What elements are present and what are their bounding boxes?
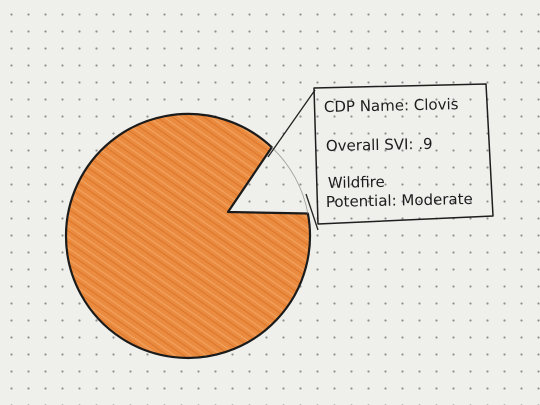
- pie-slice-remainder: [272, 147, 308, 213]
- callout-line-wildfire: Wildfire: [328, 173, 385, 192]
- callout-line-potential: Potential: Moderate: [326, 190, 473, 211]
- callout: CDP Name: Clovis Overall SVI: .9 Wildfir…: [268, 84, 493, 230]
- pie-slice-svi: [66, 114, 310, 358]
- callout-line-cdp-name: CDP Name: Clovis: [324, 95, 459, 116]
- callout-line-overall-svi: Overall SVI: .9: [326, 135, 433, 155]
- callout-leader-top: [268, 90, 315, 157]
